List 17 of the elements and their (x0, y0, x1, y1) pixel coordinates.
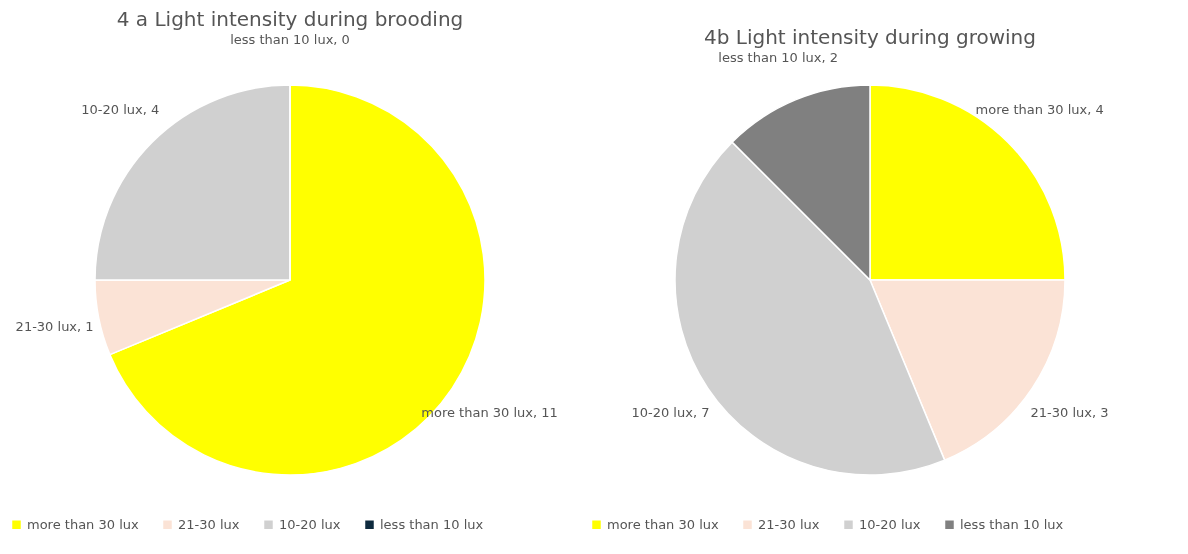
legend-label: less than 10 lux (380, 516, 484, 532)
chart-title: 4 a Light intensity during brooding (116, 7, 464, 31)
legend-label: 10-20 lux (859, 516, 921, 532)
data-label: 10-20 lux, 7 (631, 405, 710, 421)
chart-title: 4b Light intensity during growing (704, 25, 1036, 50)
data-label: more than 30 lux, 4 (975, 102, 1104, 118)
data-label: 21-30 lux, 3 (1030, 405, 1109, 421)
legend-label: more than 30 lux (27, 516, 140, 532)
legend-label: more than 30 lux (607, 516, 720, 532)
data-label: less than 10 lux, 2 (718, 50, 839, 66)
legend-label: 21-30 lux (758, 516, 820, 532)
data-label: 21-30 lux, 1 (15, 318, 94, 334)
text: less than 10 lux, 0 (230, 32, 350, 47)
legend-label: 21-30 lux (178, 516, 240, 532)
legend-label: 10-20 lux (279, 516, 341, 532)
data-label: 10-20 lux, 4 (81, 102, 160, 118)
legend-label: less than 10 lux (960, 516, 1064, 532)
